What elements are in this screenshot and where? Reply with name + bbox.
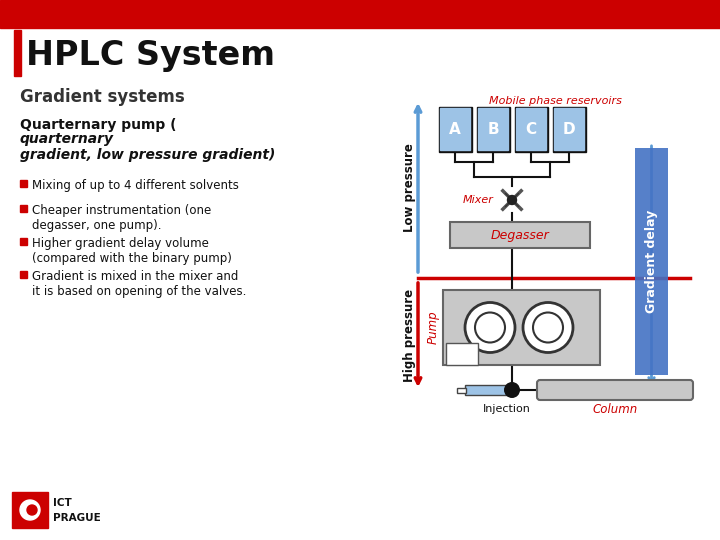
Bar bbox=[457, 388, 466, 393]
Circle shape bbox=[465, 302, 515, 353]
Bar bbox=[478, 108, 508, 150]
Bar bbox=[446, 343, 478, 365]
Text: D: D bbox=[563, 122, 575, 137]
Text: High pressure: High pressure bbox=[403, 288, 416, 382]
Circle shape bbox=[508, 195, 516, 205]
Bar bbox=[515, 106, 547, 152]
Text: Mixing of up to 4 different solvents: Mixing of up to 4 different solvents bbox=[32, 179, 239, 192]
Bar bbox=[516, 108, 546, 150]
Bar bbox=[552, 106, 585, 152]
Text: Higher gradient delay volume
(compared with the binary pump): Higher gradient delay volume (compared w… bbox=[32, 237, 232, 265]
Text: Gradient delay: Gradient delay bbox=[645, 210, 658, 313]
Bar bbox=[443, 290, 600, 365]
Text: Gradient systems: Gradient systems bbox=[20, 88, 185, 106]
Bar bbox=[20, 180, 27, 187]
Bar bbox=[14, 30, 21, 76]
Text: Cheaper instrumentation (one
degasser, one pump).: Cheaper instrumentation (one degasser, o… bbox=[32, 204, 211, 232]
Bar bbox=[450, 222, 590, 248]
Text: Low pressure: Low pressure bbox=[403, 144, 416, 232]
Text: quarternary
gradient, low pressure gradient): quarternary gradient, low pressure gradi… bbox=[20, 132, 275, 162]
Bar bbox=[635, 148, 668, 375]
Bar bbox=[20, 271, 27, 278]
Circle shape bbox=[20, 500, 40, 520]
Text: Degasser: Degasser bbox=[490, 228, 549, 241]
Bar bbox=[554, 108, 584, 150]
Bar bbox=[20, 205, 27, 212]
Text: Quarternary pump (: Quarternary pump ( bbox=[20, 118, 176, 132]
Circle shape bbox=[27, 505, 37, 515]
Bar bbox=[477, 106, 510, 152]
Circle shape bbox=[475, 313, 505, 342]
Text: A: A bbox=[449, 122, 461, 137]
FancyBboxPatch shape bbox=[537, 380, 693, 400]
Text: Injection: Injection bbox=[483, 404, 531, 414]
Bar bbox=[12, 492, 48, 528]
Text: Mobile phase reservoirs: Mobile phase reservoirs bbox=[489, 96, 621, 106]
Bar bbox=[465, 385, 507, 395]
Circle shape bbox=[504, 382, 520, 398]
Text: PRAGUE: PRAGUE bbox=[53, 513, 101, 523]
Text: B: B bbox=[487, 122, 499, 137]
Circle shape bbox=[523, 302, 573, 353]
Text: Mixer: Mixer bbox=[463, 195, 494, 205]
Text: Column: Column bbox=[593, 403, 638, 416]
Text: C: C bbox=[526, 122, 536, 137]
Text: Gradient is mixed in the mixer and
it is based on opening of the valves.: Gradient is mixed in the mixer and it is… bbox=[32, 270, 246, 298]
Bar bbox=[20, 238, 27, 245]
Bar bbox=[438, 106, 472, 152]
Text: HPLC System: HPLC System bbox=[26, 39, 275, 72]
Circle shape bbox=[533, 313, 563, 342]
Bar bbox=[0, 0, 720, 28]
Text: ICT: ICT bbox=[53, 498, 72, 508]
Bar bbox=[440, 108, 470, 150]
Text: Pump: Pump bbox=[427, 310, 440, 345]
